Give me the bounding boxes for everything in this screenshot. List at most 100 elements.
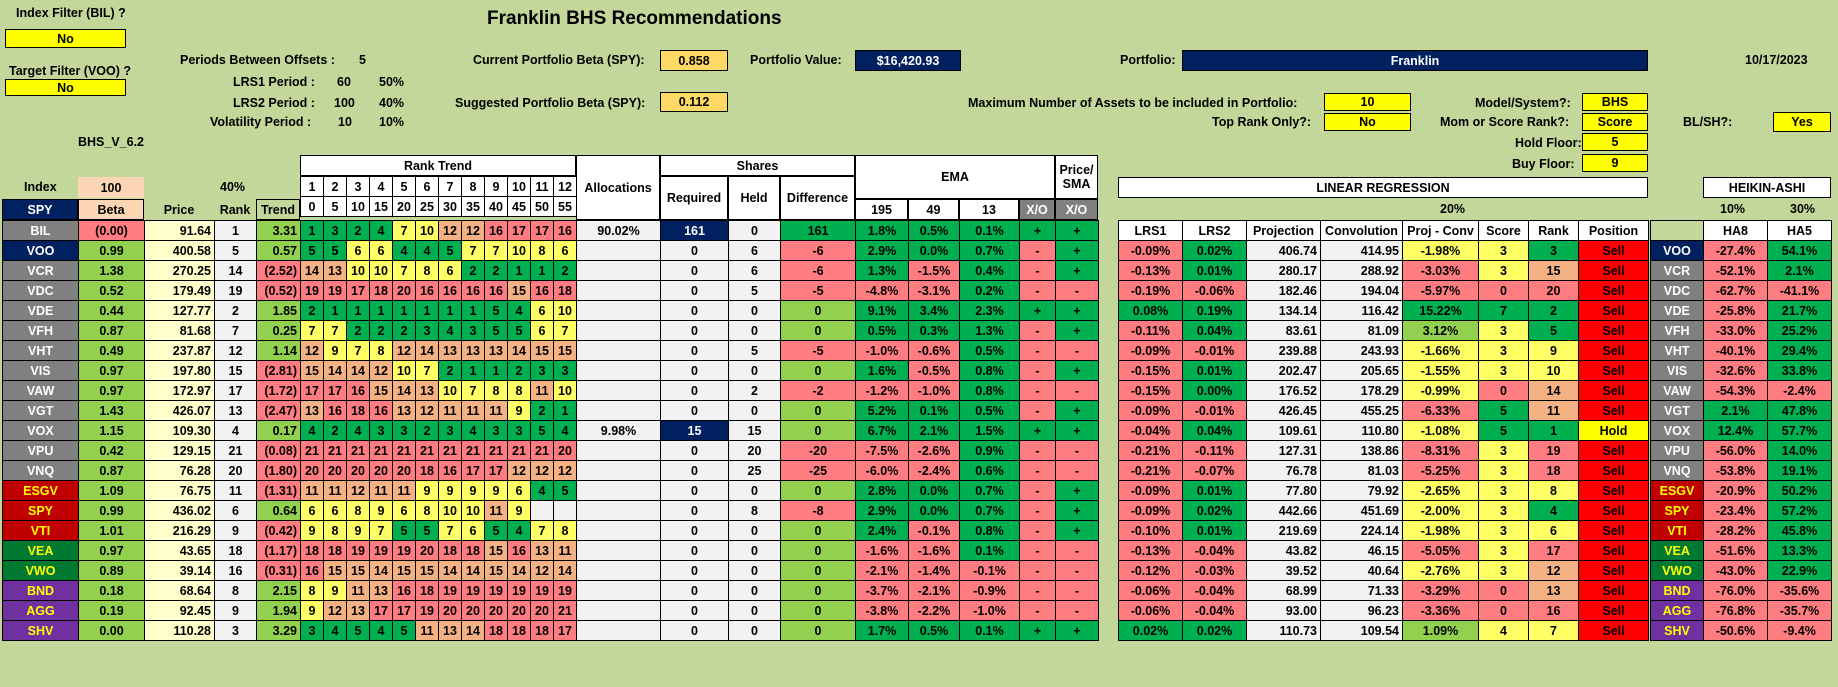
lr-row[interactable]: -0.13% -0.04% 43.82 46.15 -5.05% 3 17 Sell [1118, 540, 1649, 561]
ha-row[interactable]: VWO -43.0% 22.9% [1650, 560, 1832, 581]
buy-floor-field[interactable]: 9 [1582, 154, 1648, 172]
lr-row[interactable]: -0.21% -0.11% 127.31 138.86 -8.31% 3 19 Sell [1118, 440, 1649, 461]
hold-floor-field[interactable]: 5 [1582, 133, 1648, 151]
trend-cell: 0.17 [256, 420, 301, 441]
top-rank-field[interactable]: No [1324, 113, 1411, 131]
lr-row[interactable]: -0.11% 0.04% 83.61 81.09 3.12% 3 5 Sell [1118, 320, 1649, 341]
lrs1-cell: -0.13% [1118, 260, 1183, 281]
lr-row[interactable]: -0.09% -0.01% 239.88 243.93 -1.66% 3 9 Sell [1118, 340, 1649, 361]
ha-row[interactable]: SHV -50.6% -9.4% [1650, 620, 1832, 641]
price-cell: 400.58 [144, 240, 215, 261]
required-cell: 0 [660, 340, 729, 361]
table-row[interactable]: VPU 0.42 129.15 21 (0.08) 21 21 21 21 21 21 21 21 21 2… [2, 440, 1099, 461]
table-row[interactable]: VDC 0.52 179.49 19 (0.52) 19 19 17 18 20 16 16 16 16 1… [2, 280, 1099, 301]
lr-row[interactable]: -0.06% -0.04% 93.00 96.23 -3.36% 0 16 Sell [1118, 600, 1649, 621]
lr-row[interactable]: -0.15% 0.00% 176.52 178.29 -0.99% 0 14 Sell [1118, 380, 1649, 401]
lr-row[interactable]: -0.09% 0.02% 406.74 414.95 -1.98% 3 3 Sell [1118, 240, 1649, 261]
table-row[interactable]: BND 0.18 68.64 8 2.15 8 9 11 13 16 18 19 19 19 19 19 19 0… [2, 580, 1099, 601]
lr-row[interactable]: -0.09% 0.02% 442.66 451.69 -2.00% 3 4 Sell [1118, 500, 1649, 521]
target-filter-label: Target Filter (VOO) ? [9, 64, 131, 78]
rank-trend-cell: 13 [392, 400, 416, 421]
beta-cell: 0.44 [78, 300, 145, 321]
ha-row[interactable]: VFH -33.0% 25.2% [1650, 320, 1832, 341]
table-row[interactable]: VCR 1.38 270.25 14 (2.52) 14 13 10 10 7 8 6 2 2 1 1 2 0 6-… [2, 260, 1099, 281]
ha-row[interactable]: BND -76.0% -35.6% [1650, 580, 1832, 601]
table-row[interactable]: VEA 0.97 43.65 18 (1.17) 18 18 19 19 19 20 18 18 15 16… [2, 540, 1099, 561]
lr-row[interactable]: -0.13% 0.01% 280.17 288.92 -3.03% 3 15 Sell [1118, 260, 1649, 281]
lr-row[interactable]: -0.06% -0.04% 68.99 71.33 -3.29% 0 13 Sell [1118, 580, 1649, 601]
lr-row[interactable]: -0.19% -0.06% 182.46 194.04 -5.97% 0 20 Sell [1118, 280, 1649, 301]
target-filter-field[interactable]: No [5, 79, 126, 96]
lr-row[interactable]: 0.08% 0.19% 134.14 116.42 15.22% 7 2 Sell [1118, 300, 1649, 321]
ha-row[interactable]: VDC -62.7% -41.1% [1650, 280, 1832, 301]
table-row[interactable]: VTI 1.01 216.29 9 (0.42) 9 8 9 7 5 5 7 6 5 4 7 8 0 0 0 2.4% -… [2, 520, 1099, 541]
ha-row[interactable]: VIS -32.6% 33.8% [1650, 360, 1832, 381]
lr-row[interactable]: -0.12% -0.03% 39.52 40.64 -2.76% 3 12 Sell [1118, 560, 1649, 581]
table-row[interactable]: ESGV 1.09 76.75 11 (1.31) 11 11 12 11 11 9 9 9 9 6 4 5 0 0… [2, 480, 1099, 501]
rank-trend-cell: 14 [346, 360, 370, 381]
portfolio-name[interactable]: Franklin [1182, 50, 1648, 71]
mom-score-field[interactable]: Score [1582, 113, 1648, 131]
lrs2-cell: 0.01% [1182, 520, 1247, 541]
table-row[interactable]: VFH 0.87 81.68 7 0.25 7 7 2 2 2 3 4 3 5 5 6 7 0 0 0 0.5% 0.3%… [2, 320, 1099, 341]
table-row[interactable]: VOX 1.15 109.30 4 0.17 4 2 4 3 3 2 3 4 3 3 5 4 9.98% 15 15 0… [2, 420, 1099, 441]
index-filter-field[interactable]: No [5, 29, 126, 48]
ha-row[interactable]: VPU -56.0% 14.0% [1650, 440, 1832, 461]
ha-row[interactable]: VGT 2.1% 47.8% [1650, 400, 1832, 421]
price-sma-xo-cell: + [1055, 420, 1099, 441]
current-beta-label: Current Portfolio Beta (SPY): [473, 53, 645, 67]
rank-trend-col-10: 10 [507, 176, 531, 197]
rank-trend-cell: 10 [461, 500, 485, 521]
lr-row[interactable]: -0.10% 0.01% 219.69 224.14 -1.98% 3 6 Sell [1118, 520, 1649, 541]
ha-row[interactable]: HA8 HA5 [1650, 220, 1832, 241]
lr-row[interactable]: -0.21% -0.07% 76.78 81.03 -5.25% 3 18 Sell [1118, 460, 1649, 481]
table-row[interactable]: SHV 0.00 110.28 3 3.29 3 4 5 4 5 11 13 14 18 18 18 17 0 0 0… [2, 620, 1099, 641]
ha-row[interactable]: ESGV -20.9% 50.2% [1650, 480, 1832, 501]
ha-row[interactable]: AGG -76.8% -35.7% [1650, 600, 1832, 621]
table-row[interactable]: VNQ 0.87 76.28 20 (1.80) 20 20 20 20 20 18 16 17 17 12… [2, 460, 1099, 481]
ha-row[interactable]: VNQ -53.8% 19.1% [1650, 460, 1832, 481]
table-row[interactable]: VHT 0.49 237.87 12 1.14 12 9 7 8 12 14 13 13 13 14 15 15… [2, 340, 1099, 361]
table-row[interactable]: VWO 0.89 39.14 16 (0.31) 16 15 15 14 15 15 14 14 15 14… [2, 560, 1099, 581]
lr-row[interactable]: -0.09% 0.01% 77.80 79.92 -2.65% 3 8 Sell [1118, 480, 1649, 501]
lr-rank-cell: 1 [1528, 420, 1579, 441]
proj-conv-cell: -5.25% [1402, 460, 1479, 481]
ha-row[interactable]: VTI -28.2% 45.8% [1650, 520, 1832, 541]
max-assets-field[interactable]: 10 [1324, 93, 1411, 111]
table-row[interactable]: VOO 0.99 400.58 5 0.57 5 5 6 6 4 4 5 7 7 10 8 6 0 6 -6 2.9% 0… [2, 240, 1099, 261]
lr-row[interactable]: -0.04% 0.04% 109.61 110.80 -1.08% 5 1 Hold [1118, 420, 1649, 441]
lr-row[interactable]: LRS1 LRS2 Projection Convolution Proj - Conv… [1118, 220, 1649, 241]
model-field[interactable]: BHS [1582, 93, 1648, 111]
rank-trend-cell: 17 [300, 380, 324, 401]
ha-ticker-cell: VCR [1650, 260, 1704, 281]
lr-row[interactable]: -0.09% -0.01% 426.45 455.25 -6.33% 5 11 Sell [1118, 400, 1649, 421]
ema195-cell: 2.4% [855, 520, 909, 541]
lr-row[interactable]: -0.15% 0.01% 202.47 205.65 -1.55% 3 10 Sell [1118, 360, 1649, 381]
rank-trend-cell: 4 [323, 620, 347, 641]
lrs2-cell: -0.04% [1182, 580, 1247, 601]
rank-trend-cell: 1 [415, 300, 439, 321]
convolution-cell: 451.69 [1320, 500, 1403, 521]
lr-row[interactable]: 0.02% 0.02% 110.73 109.54 1.09% 4 7 Sell [1118, 620, 1649, 641]
ha-row[interactable]: VCR -52.1% 2.1% [1650, 260, 1832, 281]
table-row[interactable]: BIL (0.00) 91.64 1 3.31 1 3 2 4 7 10 12 12 16 17 17 16 90… [2, 220, 1099, 241]
ha8-cell: -32.6% [1703, 360, 1768, 381]
ha-ticker-cell: VDC [1650, 280, 1704, 301]
ha-row[interactable]: VEA -51.6% 13.3% [1650, 540, 1832, 561]
ha-row[interactable]: VAW -54.3% -2.4% [1650, 380, 1832, 401]
ha-row[interactable]: VOX 12.4% 57.7% [1650, 420, 1832, 441]
table-row[interactable]: VAW 0.97 172.97 17 (1.72) 17 17 16 15 14 13 10 7 8 8 11… [2, 380, 1099, 401]
table-row[interactable]: AGG 0.19 92.45 9 1.94 9 12 13 17 17 19 20 20 20 20 20 21… [2, 600, 1099, 621]
ha-row[interactable]: VDE -25.8% 21.7% [1650, 300, 1832, 321]
table-row[interactable]: VGT 1.43 426.07 13 (2.47) 13 16 18 16 13 12 11 11 11 9… [2, 400, 1099, 421]
ha-row[interactable]: SPY -23.4% 57.2% [1650, 500, 1832, 521]
table-row[interactable]: VIS 0.97 197.80 15 (2.81) 15 14 14 12 10 7 2 1 1 2 3 3 0 0… [2, 360, 1099, 381]
ha-row[interactable]: VHT -40.1% 29.4% [1650, 340, 1832, 361]
blsh-field[interactable]: Yes [1773, 112, 1831, 132]
table-row[interactable]: VDE 0.44 127.77 2 1.85 2 1 1 1 1 1 1 1 5 4 6 10 0 0 0 9.1% 3.… [2, 300, 1099, 321]
table-row[interactable]: SPY 0.99 436.02 6 0.64 6 6 8 9 6 8 10 10 11 9 0 8 -8 2.9% 0… [2, 500, 1099, 521]
ha-row[interactable]: VOO -27.4% 54.1% [1650, 240, 1832, 261]
rank-trend-cell: 8 [369, 340, 393, 361]
held-cell: 0 [728, 360, 781, 381]
index-value: 100 [78, 177, 144, 198]
